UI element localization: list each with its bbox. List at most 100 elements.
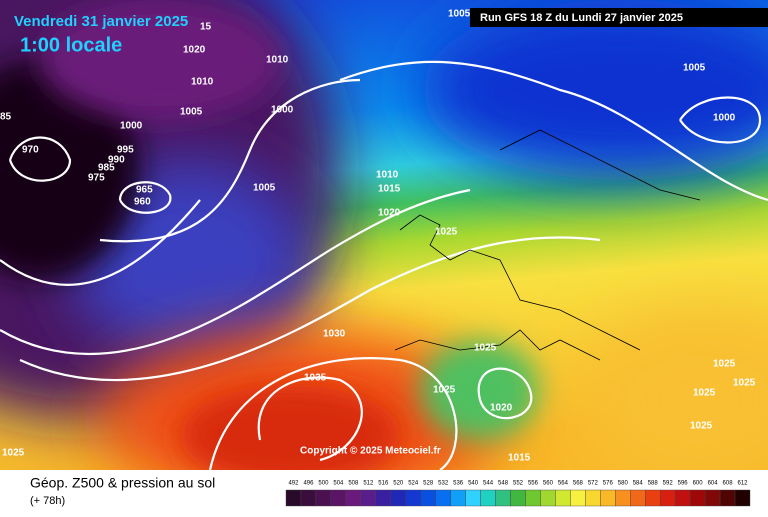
isobar-label: 85 [0,112,12,123]
isobar-label: 1005 [253,183,276,194]
isobar-label: 1020 [378,208,401,219]
color-scale: 492 496 500 504 508 512 516 520 524 528 532 536 540 5… [285,481,751,507]
scale-label: 564 [558,481,569,487]
isobar-label: 1025 [690,421,713,432]
isobar-label: 970 [22,145,39,156]
scale-label: 612 [738,481,749,487]
scale-swatch [540,489,556,507]
scale-label: 580 [618,481,629,487]
scale-swatch [405,489,421,507]
coastlines [394,129,701,361]
isobar-label: 1025 [733,378,756,389]
valid-date: Vendredi 31 janvier 2025 [14,13,188,30]
isobar-label: 1025 [693,388,716,399]
isobar-label: 985 [98,163,115,174]
valid-time: 1:00 locale [20,34,122,56]
isobar-label: 1025 [474,343,497,354]
scale-label: 528 [423,481,434,487]
scale-label: 508 [348,481,359,487]
isobars [0,60,768,471]
scale-label: 592 [663,481,674,487]
run-box [470,8,768,27]
scale-swatch [375,489,391,507]
scale-swatch [390,489,406,507]
isobar-label: 960 [134,197,151,208]
scale-swatch [495,489,511,507]
isobar-label: 1035 [304,373,327,384]
run-info: Run GFS 18 Z du Lundi 27 janvier 2025 [480,12,683,24]
scale-swatch [300,489,317,507]
isobar-label: 975 [88,173,105,184]
isobar-label: 1005 [180,107,203,118]
isobar-label: 1020 [183,45,206,56]
scale-swatch [615,489,631,507]
scale-swatch [659,489,676,507]
scale-label: 544 [483,481,494,487]
scale-label: 572 [588,481,599,487]
isobar-label: 1015 [508,453,531,464]
scale-label: 552 [513,481,524,487]
isobar-label: 965 [136,185,153,196]
isobar-label: 1020 [490,403,513,414]
isobar-label: 1010 [191,77,214,88]
scale-label: 568 [573,481,584,487]
scale-swatch [480,489,496,507]
scale-label: 600 [693,481,704,487]
isobar-label: 1025 [433,385,456,396]
scale-label: 532 [438,481,449,487]
scale-label: 516 [378,481,389,487]
scale-label: 524 [408,481,419,487]
isobar-label: 990 [108,155,125,166]
scale-label: 536 [453,481,464,487]
scale-label: 560 [543,481,554,487]
scale-swatch [645,489,661,507]
isobar-label: 1000 [713,113,736,124]
isobar-label: 1010 [266,55,289,66]
isobar-label: 1000 [120,121,143,132]
scale-swatch [630,489,646,507]
scale-label: 540 [468,481,479,487]
scale-swatch [510,489,526,507]
scale-label: 588 [648,481,659,487]
isobar-label: 1030 [323,329,346,340]
forecast-lead: (+ 78h) [30,495,65,507]
scale-swatch [420,489,436,507]
scale-label: 496 [303,481,314,487]
scale-label: 608 [723,481,734,487]
scale-label: 548 [498,481,509,487]
scale-swatch [719,489,736,507]
scale-swatch [600,489,616,507]
scale-label: 556 [528,481,539,487]
isobar-label: 1000 [271,105,294,116]
isobar-label: 1015 [378,184,401,195]
scale-label: 596 [678,481,689,487]
isobar-label: 995 [117,145,134,156]
scale-swatch [465,489,481,507]
scale-swatch [315,489,332,507]
isobar-label: 15 [200,22,212,33]
scale-label: 604 [708,481,719,487]
scale-label: 492 [288,481,299,487]
scale-label: 520 [393,481,404,487]
scale-label: 512 [363,481,374,487]
scale-swatch [330,489,347,507]
scale-swatch [285,489,302,507]
scale-swatch [704,489,721,507]
scale-swatch [435,489,451,507]
scale-label: 504 [333,481,344,487]
isobar-label: 1010 [376,170,399,181]
scale-swatch [345,489,362,507]
copyright: Copyright © 2025 Meteociel.fr [300,446,441,457]
isobar-labels: 1005 15 1020 1010 1010 1005 1000 1000 1005 1000 99… [0,9,756,464]
isobar-label: 1005 [448,9,471,20]
scale-swatch [570,489,586,507]
isobar-label: 1025 [2,448,25,459]
scale-swatch [734,489,751,507]
scale-label: 584 [633,481,644,487]
isobar-label: 1005 [683,63,706,74]
isobar-label: 1025 [713,359,736,370]
isobar-label: 1025 [435,227,458,238]
scale-swatch [585,489,601,507]
